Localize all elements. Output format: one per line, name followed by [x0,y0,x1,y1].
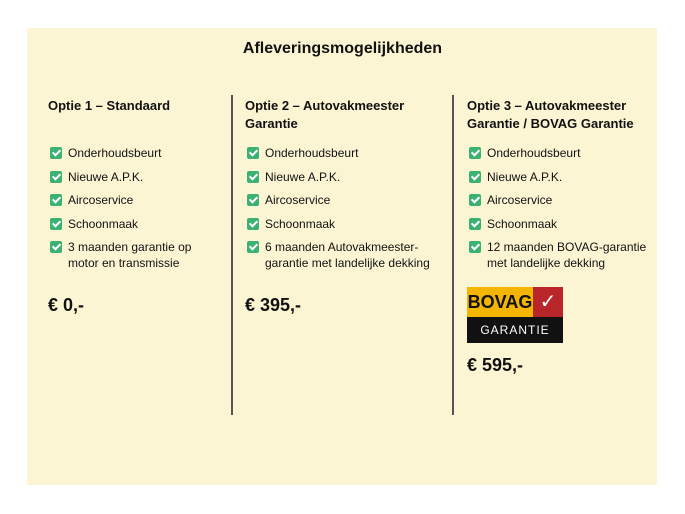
checkbox-icon [469,170,481,183]
list-item: Aircoservice [48,192,223,208]
list-item: Nieuwe A.P.K. [48,169,223,185]
option-heading: Optie 2 – Autovakmeester Garantie [245,98,405,131]
checkbox-icon [50,194,62,206]
checkbox-icon [50,147,62,159]
option-heading: Optie 1 – Standaard [48,98,171,113]
checkbox-icon [50,217,62,230]
checkbox-icon [247,170,259,183]
list-item: Nieuwe A.P.K. [245,169,445,185]
checkbox-icon [247,147,259,159]
checkbox-icon [50,170,62,183]
list-item: 3 maanden garantie op motor en transmiss… [48,239,198,271]
option-heading: Optie 3 – Autovakmeester Garantie / BOVA… [467,98,634,131]
checkbox-icon [469,241,481,253]
checkbox-icon [469,194,481,206]
checkbox-icon [469,147,481,159]
bovag-garantie-logo: BOVAG ✓ GARANTIE [467,287,563,343]
list-item: 6 maanden Autovakmeester-garantie met la… [245,239,440,271]
list-item: Aircoservice [245,192,445,208]
checkbox-icon [247,217,259,230]
list-item: Schoonmaak [467,216,653,232]
list-item: Schoonmaak [48,216,223,232]
checkmark-icon: ✓ [533,287,563,317]
divider [231,95,233,415]
list-item: Schoonmaak [245,216,445,232]
option-3: Optie 3 – Autovakmeester Garantie / BOVA… [467,97,653,376]
list-item: Nieuwe A.P.K. [467,169,653,185]
price: € 595,- [467,355,524,375]
checkbox-icon [469,217,481,230]
page-title: Afleveringsmogelijkheden [242,40,443,57]
list-item: Aircoservice [467,192,653,208]
list-item: 12 maanden BOVAG-garantie met landelijke… [467,239,647,271]
checkbox-icon [50,241,62,253]
panel [27,28,657,485]
option-1: Optie 1 – Standaard Onderhoudsbeurt Nieu… [48,97,223,316]
list-item: Onderhoudsbeurt [467,145,653,161]
checkbox-icon [247,241,259,253]
divider [452,95,454,415]
checkbox-icon [247,194,259,206]
option-2: Optie 2 – Autovakmeester Garantie Onderh… [245,97,445,316]
list-item: Onderhoudsbeurt [245,145,445,161]
list-item: Onderhoudsbeurt [48,145,223,161]
price: € 395,- [245,295,302,315]
price: € 0,- [48,295,85,315]
